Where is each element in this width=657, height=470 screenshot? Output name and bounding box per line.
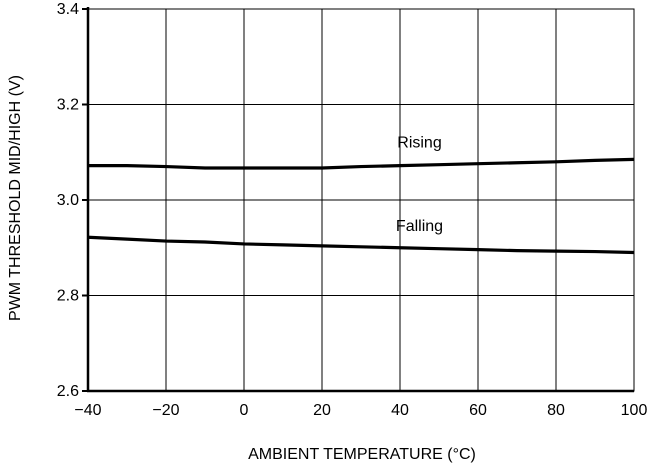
x-tick-label: 80 (547, 402, 565, 419)
x-tick-label: −40 (74, 402, 101, 419)
y-axis-title: PWM THRESHOLD MID/HIGH (V) (7, 75, 24, 321)
y-tick-label: 3.4 (57, 1, 79, 18)
grid (88, 9, 634, 391)
x-tick-label: 60 (469, 402, 487, 419)
plot-frame (82, 7, 635, 393)
y-tick-label: 2.6 (57, 383, 79, 400)
series-line-falling (87, 235, 635, 255)
y-tick-label: 3.2 (57, 97, 79, 114)
x-tick-label: −20 (152, 402, 179, 419)
series-label: Falling (396, 218, 443, 235)
y-axis-tick-labels: 2.6 2.8 3.0 3.2 3.4 (57, 1, 79, 400)
x-axis-title: AMBIENT TEMPERATURE (°C) (248, 446, 476, 463)
series-line-rising (88, 157, 635, 170)
x-tick-label: 100 (621, 402, 648, 419)
series-label: Rising (397, 134, 441, 151)
series-lines (87, 157, 635, 255)
x-tick-label: 20 (313, 402, 331, 419)
y-tick-label: 2.8 (57, 288, 79, 305)
annotations: Rising Falling (396, 134, 443, 235)
x-tick-label: 0 (240, 402, 249, 419)
x-axis-tick-labels: −40 −20 0 20 40 60 80 100 (74, 402, 647, 419)
y-tick-label: 3.0 (57, 192, 79, 209)
x-tick-label: 40 (391, 402, 409, 419)
